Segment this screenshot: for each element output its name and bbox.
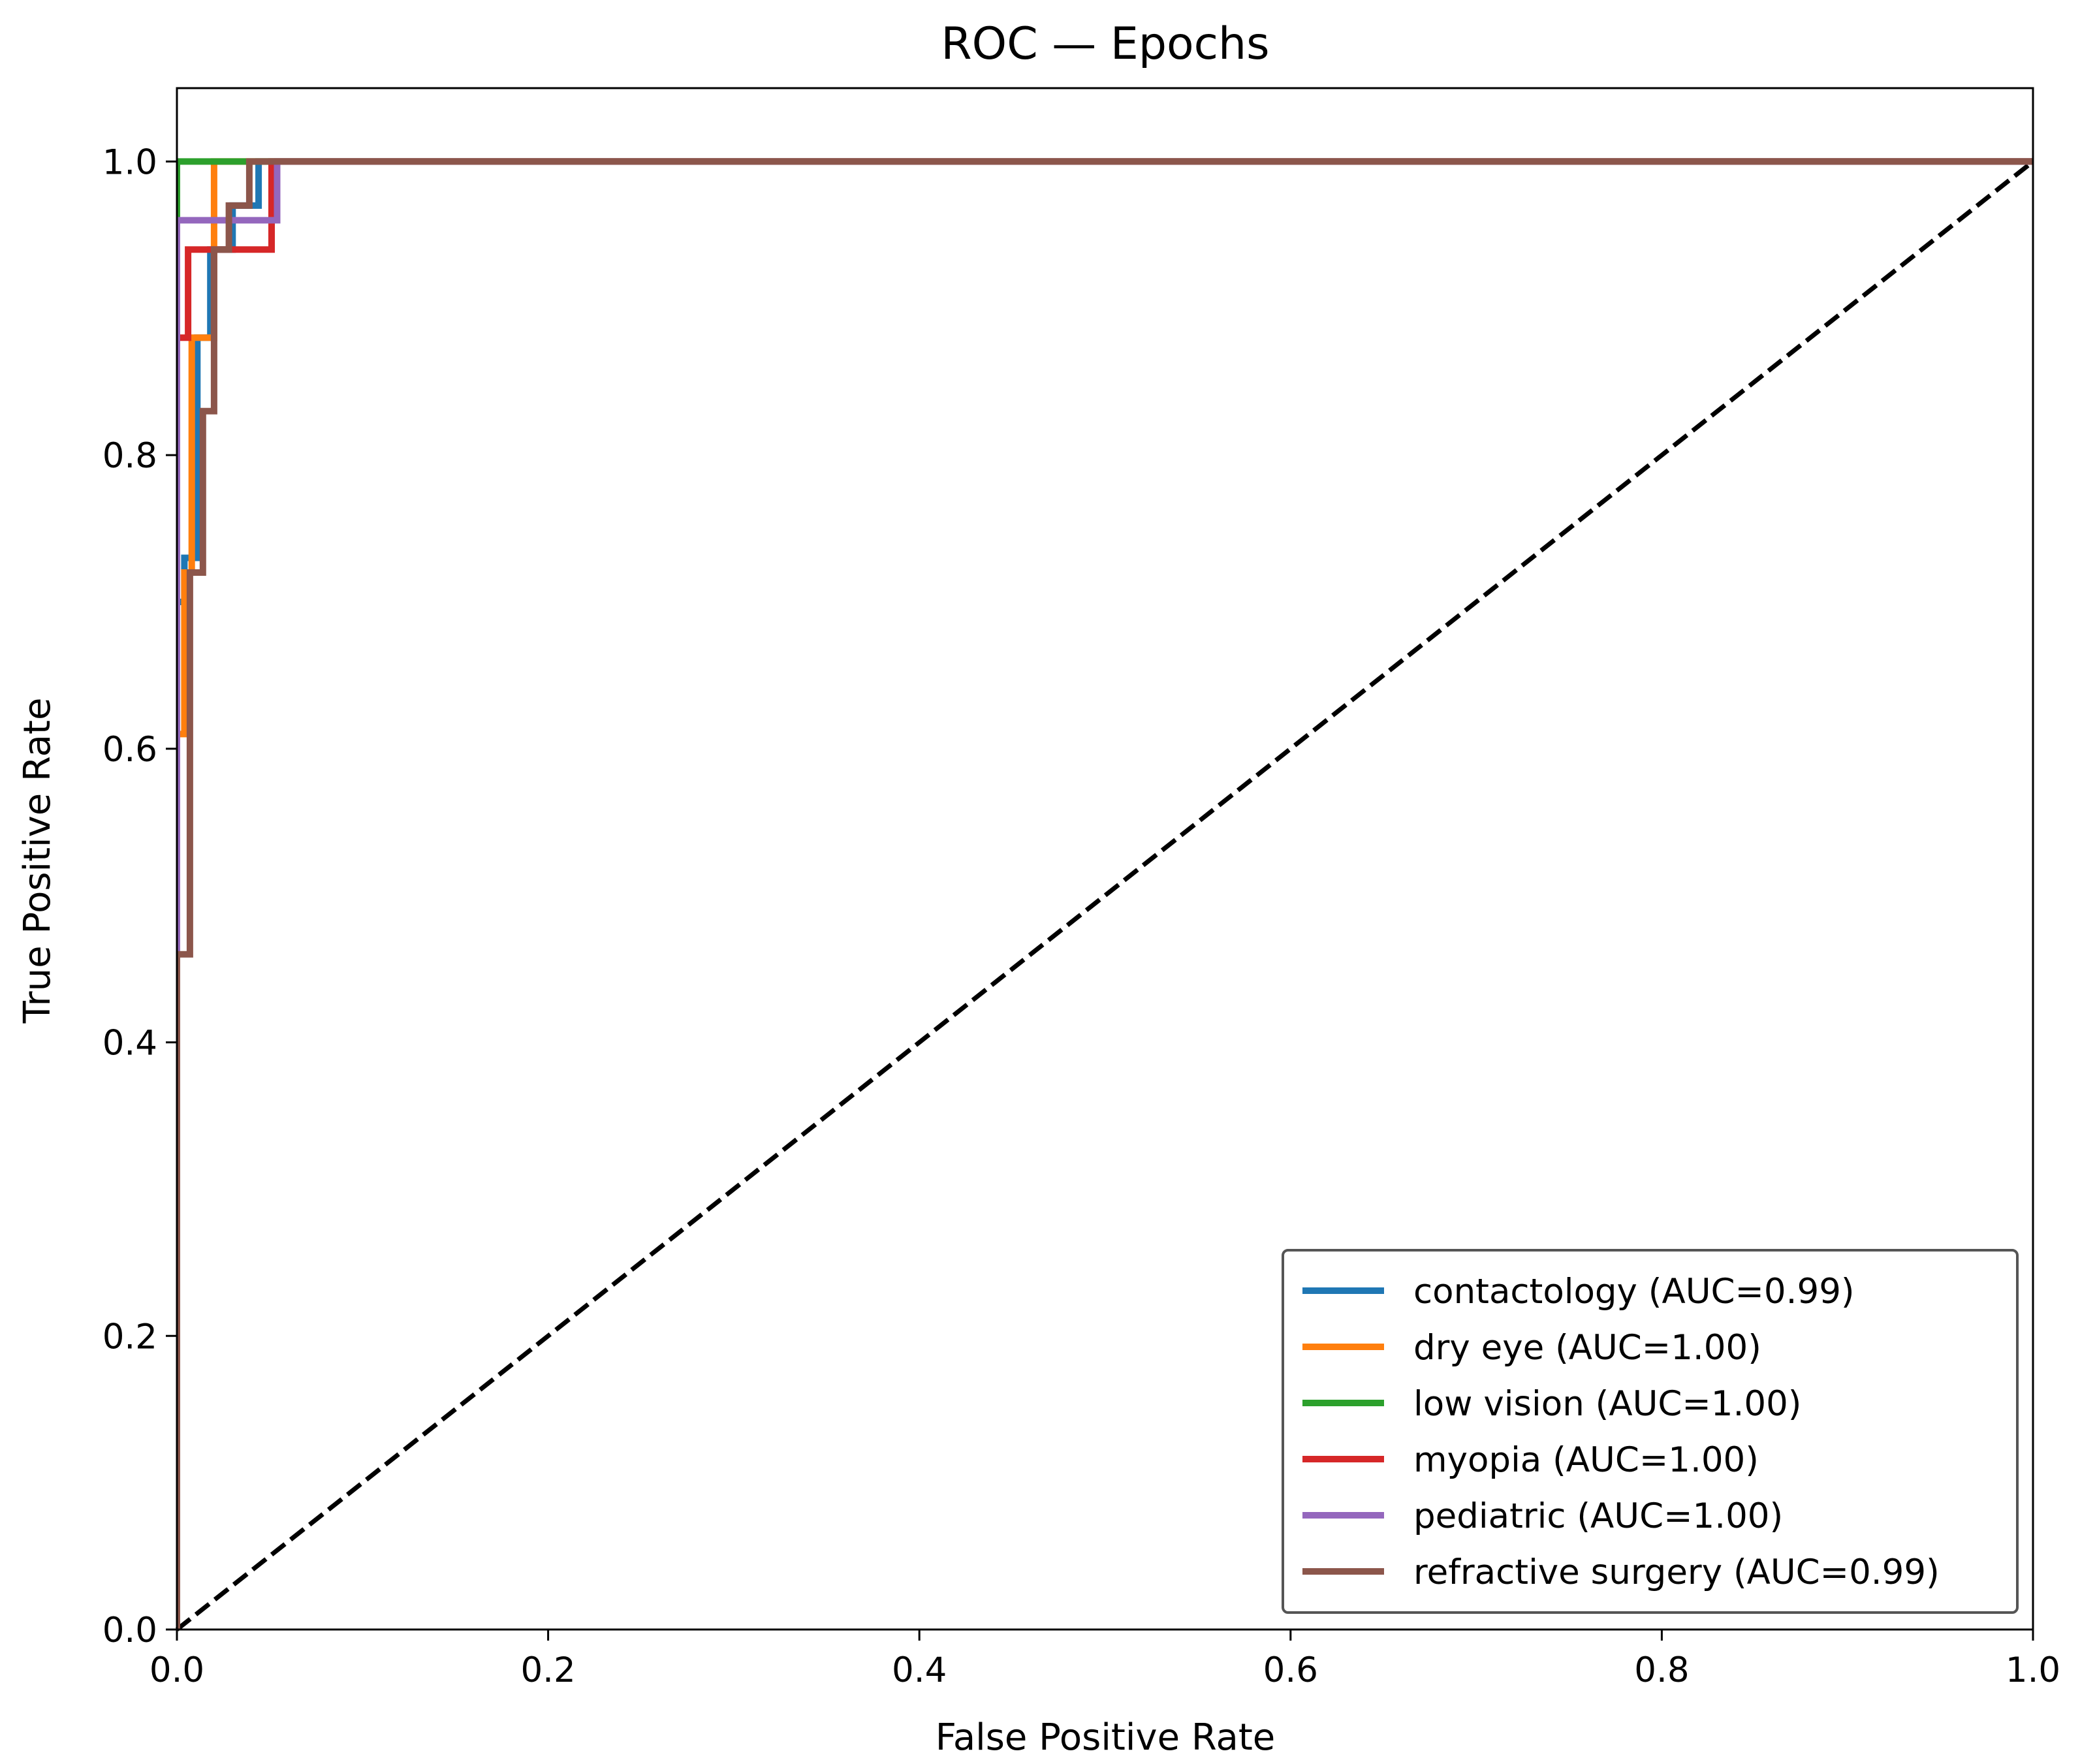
x-tick-label-2: 0.4 — [892, 1650, 947, 1690]
x-tick-label-3: 0.6 — [1263, 1650, 1318, 1690]
plot-frame — [176, 87, 2034, 1631]
y-tick-label-3: 0.6 — [102, 730, 157, 770]
x-tick-label-0: 0.0 — [150, 1650, 204, 1690]
roc-curve-5 — [177, 158, 2033, 1630]
legend: contactology (AUC=0.99) dry eye (AUC=1.00… — [1282, 1249, 2019, 1614]
chance-diagonal-line — [175, 159, 2035, 1631]
x-axis-label: False Positive Rate — [936, 1716, 1275, 1759]
plot-area: 0.0 0.2 0.4 0.6 0.8 1.0 0.0 0.2 0.4 0.6 0.8 1.0 — [102, 87, 2060, 1690]
legend-label-5: refractive surgery (AUC=0.99) — [1413, 1552, 1940, 1592]
y-tick-label-4: 0.8 — [102, 436, 157, 476]
x-tick-label-1: 0.2 — [520, 1650, 575, 1690]
x-tick-label-5: 1.0 — [2006, 1650, 2060, 1690]
legend-label-4: pediatric (AUC=1.00) — [1413, 1496, 1783, 1536]
legend-box — [1282, 1249, 2019, 1614]
y-tick-label-1: 0.2 — [102, 1317, 157, 1357]
y-axis-label: True Positive Rate — [16, 698, 59, 1024]
y-tick-label-0: 0.0 — [102, 1611, 157, 1650]
series-lines — [177, 158, 2033, 1630]
x-tick-label-4: 0.8 — [1634, 1650, 1689, 1690]
y-tick-label-5: 1.0 — [102, 142, 157, 182]
y-tick-label-2: 0.4 — [102, 1024, 157, 1063]
chart-title: ROC — Epochs — [941, 18, 1269, 70]
legend-label-2: low vision (AUC=1.00) — [1413, 1384, 1801, 1424]
legend-label-3: myopia (AUC=1.00) — [1413, 1440, 1759, 1480]
legend-label-0: contactology (AUC=0.99) — [1413, 1272, 1855, 1312]
legend-label-1: dry eye (AUC=1.00) — [1413, 1328, 1761, 1368]
